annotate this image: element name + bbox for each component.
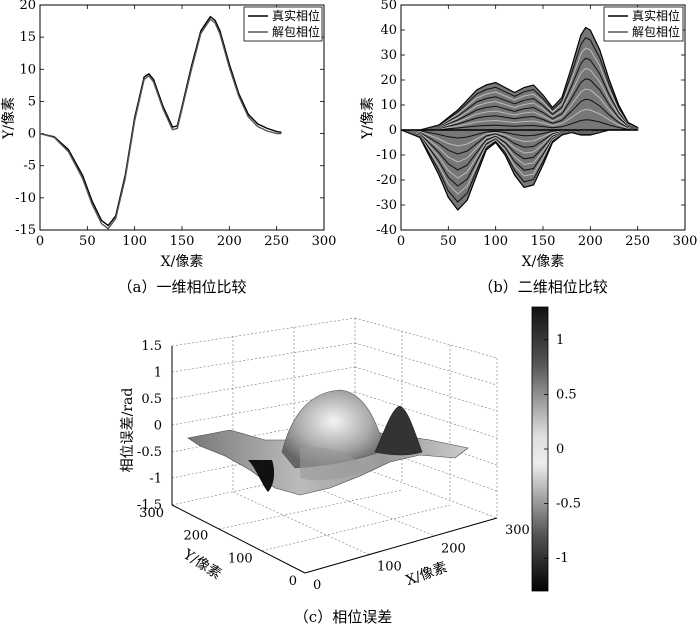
ytick-label-b-1: -30 <box>376 198 397 213</box>
ytick-label-c-1: 100 <box>228 551 253 566</box>
colorbar-ticks: -1 -0.5 0 0.5 1 <box>544 333 581 566</box>
ztick-label-c-3: 0 <box>154 419 162 434</box>
ytick-label-b-8: 40 <box>380 23 397 38</box>
xtick-label-b-3: 150 <box>531 234 556 249</box>
colorbar-tick-label-1: -0.5 <box>556 497 581 512</box>
ytick-label-a-0: -15 <box>15 223 36 238</box>
zlabel-c: 相位误差/rad <box>120 388 136 473</box>
xtick-label-c-2: 200 <box>441 541 466 556</box>
ticks-c: -1.5 -1 -0.5 0 0.5 1 1.5 0 100 200 300 0 100 200 300 <box>137 339 530 593</box>
ytick-label-a-3: 0 <box>28 127 36 142</box>
band-upper-b-9 <box>401 37 638 131</box>
legend-box-b <box>603 6 684 42</box>
ytick-label-b-3: -10 <box>376 148 397 163</box>
ytick-label-a-6: 15 <box>19 30 36 45</box>
band-upper-b-8 <box>401 47 638 131</box>
ztick-label-c-6: 1.5 <box>141 339 162 354</box>
xlabel-a: X/像素 <box>161 254 204 270</box>
xtick-label-a-4: 200 <box>217 234 242 249</box>
x-axis-line <box>304 517 498 574</box>
ytick-label-b-6: 20 <box>380 73 397 88</box>
band-upper-b-5 <box>401 78 638 131</box>
ytick-label-b-5: 10 <box>380 98 397 113</box>
xtick-label-b-1: 50 <box>440 234 457 249</box>
ytick-label-b-7: 30 <box>380 48 397 63</box>
caption-c: （c）相位误差 <box>294 608 392 626</box>
xlabel-c: X/像素 <box>404 559 450 589</box>
xtick-label-c-1: 100 <box>377 560 402 575</box>
phase-bands-b <box>400 26 639 211</box>
band-upper-b-3 <box>401 98 638 131</box>
xtick-label-c-0: 0 <box>313 578 321 593</box>
band-lower-b-9 <box>400 129 638 203</box>
colorbar-tick-label-2: 0 <box>556 442 564 457</box>
legend-b: 真实相位 解包相位 <box>603 6 684 42</box>
ytick-label-a-4: 5 <box>28 94 36 109</box>
xtick-label-b-4: 200 <box>578 234 603 249</box>
y-axis-line <box>171 504 306 574</box>
ztick-label-c-2: -0.5 <box>137 445 162 460</box>
caption-a: （a）一维相位比较 <box>118 278 247 296</box>
ytick-label-b-0: -40 <box>376 223 397 238</box>
surface-pit <box>248 460 275 492</box>
ztick-label-c-0: -1.5 <box>137 498 162 513</box>
xtick-label-b-6: 300 <box>673 234 698 249</box>
panel-a: 0 50 100 150 200 250 300 -15 -10 -5 0 5 10 15 20 真实相位 … <box>1 0 336 296</box>
error-surface <box>187 389 469 496</box>
legend-label-a-1: 解包相位 <box>272 24 320 39</box>
xtick-label-a-6: 300 <box>312 234 337 249</box>
ylabel-c: Y/像素 <box>179 546 224 583</box>
xtick-label-a-3: 150 <box>170 234 195 249</box>
band-upper-b-6 <box>401 67 638 131</box>
legend-label-b-0: 真实相位 <box>632 8 680 23</box>
band-upper-b-1 <box>401 119 638 131</box>
xtick-label-a-0: 0 <box>36 234 44 249</box>
ticks-a: 0 50 100 150 200 250 300 -15 -10 -5 0 5 10 15 20 <box>15 0 336 249</box>
ytick-label-a-7: 20 <box>19 0 36 13</box>
lines-a <box>39 15 282 230</box>
series-line-a-0 <box>39 15 282 227</box>
panel-b: 0 50 100 150 200 250 300 -40 -30 -20 -10 0 10 20 30 40 5… <box>360 0 697 296</box>
ylabel-b: Y/像素 <box>360 97 376 140</box>
xtick-label-c-3: 300 <box>505 523 530 538</box>
xtick-label-b-5: 250 <box>625 234 650 249</box>
colorbar-tick-label-4: 1 <box>556 333 564 348</box>
ytick-label-a-5: 10 <box>19 62 36 77</box>
surface-ridge <box>374 405 423 456</box>
ytick-label-a-2: -5 <box>23 159 36 174</box>
legend-label-a-0: 真实相位 <box>272 8 320 23</box>
phase-envelope-b <box>400 26 639 211</box>
ytick-label-b-4: 0 <box>389 123 397 138</box>
xtick-label-b-2: 100 <box>483 234 508 249</box>
ytick-label-c-3: 300 <box>139 506 164 521</box>
surface-shade <box>300 447 370 481</box>
panel-c: -1.5 -1 -0.5 0 0.5 1 1.5 0 100 200 300 0 100 200 300 相… <box>120 306 581 626</box>
xtick-label-a-5: 250 <box>264 234 289 249</box>
legend-a: 真实相位 解包相位 <box>243 6 323 42</box>
legend-box-a <box>243 6 323 42</box>
ytick-label-b-2: -20 <box>376 173 397 188</box>
legend-label-b-1: 解包相位 <box>632 24 680 39</box>
ytick-label-c-0: 0 <box>289 574 297 589</box>
ylabel-a: Y/像素 <box>1 97 17 140</box>
ztick-label-c-4: 0.5 <box>141 392 162 407</box>
xlabel-b: X/像素 <box>522 254 565 270</box>
ztick-label-c-1: -1 <box>149 472 162 487</box>
ztick-label-c-5: 1 <box>154 366 162 381</box>
colorbar-tick-label-3: 0.5 <box>556 387 577 402</box>
xtick-label-a-2: 100 <box>122 234 147 249</box>
ytick-label-b-9: 50 <box>380 0 397 13</box>
ticks-b: 0 50 100 150 200 250 300 -40 -30 -20 -10 0 10 20 30 40 5… <box>376 0 697 249</box>
ytick-label-a-1: -10 <box>15 191 36 206</box>
band-upper-b-4 <box>401 88 638 131</box>
band-upper-b-2 <box>401 108 638 131</box>
band-upper-b-7 <box>401 57 638 131</box>
caption-b: （b）二维相位比较 <box>478 278 608 296</box>
ytick-label-c-2: 200 <box>184 529 209 544</box>
colorbar-tick-label-0: -1 <box>556 551 569 566</box>
xtick-label-b-0: 0 <box>397 234 405 249</box>
xtick-label-a-1: 50 <box>79 234 96 249</box>
series-line-a-1 <box>39 18 282 230</box>
